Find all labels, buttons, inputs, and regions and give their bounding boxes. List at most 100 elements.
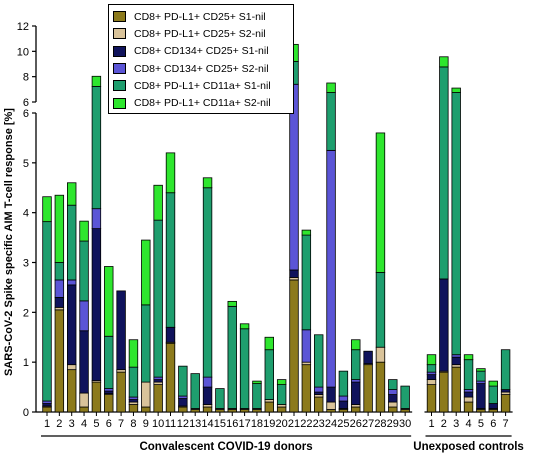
x-tick-label: 2 xyxy=(441,418,447,430)
x-tick-label: 29 xyxy=(387,418,399,430)
bar-segment-6 xyxy=(463,354,474,361)
legend-item: CD8+ PD-L1+ CD11a+ S2-nil xyxy=(113,94,289,111)
x-tick-label: 3 xyxy=(453,418,459,430)
y-tick-label: 12 xyxy=(17,21,29,33)
bar-segment-1 xyxy=(128,404,139,413)
y-tick-label: 2 xyxy=(23,307,29,319)
y-tick-label: 6 xyxy=(23,97,29,109)
y-tick-label: 0 xyxy=(23,407,29,419)
bar-segment-5 xyxy=(54,262,65,281)
bar-segment-3 xyxy=(116,290,126,371)
bar-segment-5 xyxy=(500,349,511,390)
bar-segment-6 xyxy=(227,300,237,307)
x-tick-label: 6 xyxy=(490,418,496,430)
legend-swatch xyxy=(113,45,126,57)
y-tick-label: 1 xyxy=(23,357,29,369)
group-label: Unexposed controls xyxy=(413,441,524,453)
y-tick-label: 5 xyxy=(23,158,29,170)
y-tick-label: 10 xyxy=(17,46,29,58)
bar-segment-6 xyxy=(202,177,213,189)
bar-segment-3 xyxy=(488,403,498,409)
bar-segment-1 xyxy=(153,384,163,413)
x-tick-label: 15 xyxy=(214,418,226,430)
bar-segment-5 xyxy=(104,335,114,389)
bar-segment-5 xyxy=(178,365,188,397)
bar-segment-1 xyxy=(313,396,324,413)
legend-item: CD8+ CD134+ CD25+ S1-nil xyxy=(113,43,289,60)
bar-segment-5 xyxy=(91,86,102,210)
x-tick-label: 5 xyxy=(478,418,484,430)
x-tick-label: 17 xyxy=(238,418,250,430)
bar-segment-1 xyxy=(500,394,511,413)
bar-segment-5 xyxy=(190,373,200,409)
bar-segment-3 xyxy=(91,228,102,382)
bar-segment-6 xyxy=(79,220,89,242)
bar-segment-1 xyxy=(67,369,77,413)
bar-segment-1 xyxy=(451,366,461,413)
bar-segment-6 xyxy=(351,339,361,351)
bar-segment-6 xyxy=(439,56,449,68)
bar-segment-3 xyxy=(165,326,176,343)
bar-segment-2 xyxy=(79,392,89,408)
x-tick-label: 3 xyxy=(69,418,75,430)
bar-segment-5 xyxy=(338,370,349,397)
y-tick-label: 3 xyxy=(23,258,29,270)
x-tick-label: 25 xyxy=(337,418,349,430)
legend-label: CD8+ CD134+ CD25+ S1-nil xyxy=(134,45,269,58)
bar-segment-1 xyxy=(54,309,65,413)
bar-segment-1 xyxy=(363,364,373,413)
legend-label: CD8+ PD-L1+ CD11a+ S1-nil xyxy=(134,79,271,92)
bar-segment-6 xyxy=(128,339,139,368)
bar-segment-3 xyxy=(326,386,336,403)
bar-segment-4 xyxy=(91,208,102,230)
bar-segment-2 xyxy=(326,401,336,410)
bar-segment-1 xyxy=(289,279,299,413)
bar-segment-6 xyxy=(326,82,336,93)
bar-segment-1 xyxy=(426,384,437,413)
x-tick-label: 18 xyxy=(251,418,263,430)
bar-segment-5 xyxy=(439,66,449,280)
bar-segment-2 xyxy=(426,379,437,385)
bar-segment-1 xyxy=(79,406,89,413)
bar-segment-1 xyxy=(439,371,449,413)
x-tick-label: 22 xyxy=(300,418,312,430)
bar-segment-1 xyxy=(276,406,287,413)
bar-segment-3 xyxy=(388,394,398,403)
legend-swatch xyxy=(113,11,126,23)
bar-segment-6 xyxy=(375,132,386,273)
x-tick-label: 24 xyxy=(325,418,337,430)
legend-item: CD8+ CD134+ CD25+ S2-nil xyxy=(113,60,289,77)
bar-segment-5 xyxy=(313,334,324,388)
bar-segment-6 xyxy=(488,380,498,387)
bar-segment-4 xyxy=(301,329,312,363)
bar-segment-3 xyxy=(79,330,89,394)
bar-segment-3 xyxy=(289,269,299,278)
y-tick-label: 4 xyxy=(23,208,29,220)
bar-segment-6 xyxy=(301,229,312,236)
bar-segment-5 xyxy=(67,204,77,281)
x-tick-label: 11 xyxy=(165,418,176,430)
bar-segment-6 xyxy=(252,380,262,384)
bar-segment-6 xyxy=(476,368,486,372)
bar-segment-6 xyxy=(276,379,287,385)
bar-segment-3 xyxy=(178,398,188,407)
bar-segment-1 xyxy=(141,406,151,413)
bar-segment-5 xyxy=(42,221,52,402)
x-tick-label: 19 xyxy=(263,418,275,430)
bar-segment-5 xyxy=(476,370,486,382)
bar-segment-6 xyxy=(153,184,163,221)
x-tick-label: 21 xyxy=(288,418,300,430)
x-tick-label: 27 xyxy=(362,418,374,430)
bar-segment-5 xyxy=(227,305,237,409)
bar-segment-5 xyxy=(165,192,176,328)
x-tick-label: 4 xyxy=(81,418,87,430)
legend-label: CD8+ CD134+ CD25+ S2-nil xyxy=(134,62,269,75)
bar-segment-4 xyxy=(79,300,89,332)
bar-segment-3 xyxy=(463,391,474,398)
bar-segment-5 xyxy=(451,92,461,356)
bar-segment-6 xyxy=(451,87,461,93)
x-tick-label: 26 xyxy=(350,418,362,430)
bar-segment-5 xyxy=(488,385,498,404)
bar-segment-1 xyxy=(178,406,188,413)
bar-segment-5 xyxy=(463,359,474,390)
